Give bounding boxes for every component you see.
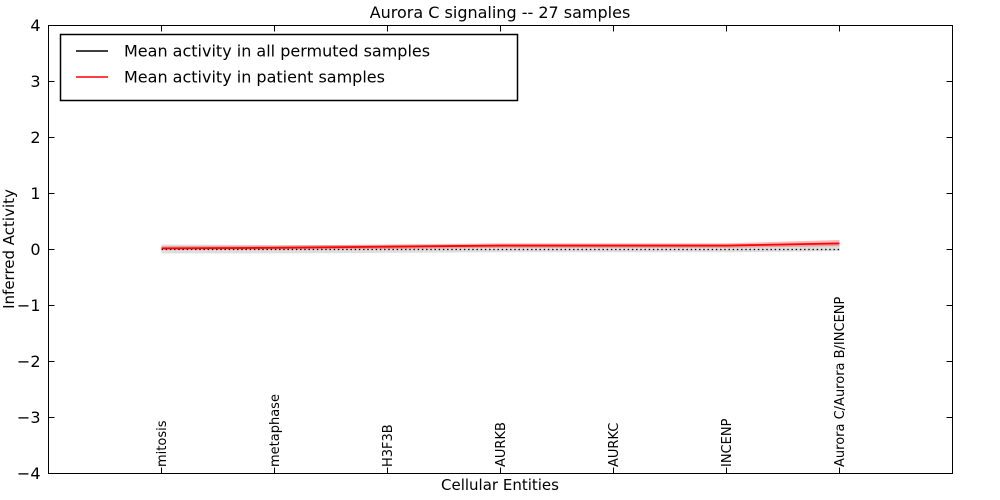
x-tick-label: Aurora C/Aurora B/INCENP [833,296,848,467]
legend-label-0: Mean activity in all permuted samples [124,42,430,61]
legend: Mean activity in all permuted samples Mea… [59,33,519,102]
y-tick-label: 4 [30,16,40,35]
y-tick-label: −4 [17,464,41,483]
x-tick-label: AURKC [607,423,622,467]
x-tick-label: INCENP [720,418,735,467]
y-axis-label: Inferred Activity [0,189,18,309]
legend-box [59,33,519,102]
y-tick-label: −1 [17,296,41,315]
chart-title: Aurora C signaling -- 27 samples [370,3,631,22]
y-tick-label: 2 [30,128,40,147]
x-tick-label: H3F3B [381,424,396,467]
legend-label-1: Mean activity in patient samples [124,68,385,87]
y-tick-label: 0 [30,240,40,259]
x-axis-label: Cellular Entities [441,476,559,494]
series-lines [161,242,840,251]
x-tick-label: mitosis [155,420,170,467]
y-tick-label: −3 [17,408,41,427]
y-tick-label: 1 [30,184,40,203]
series-bands [161,239,840,254]
y-axis-ticks: −4 −3 −2 −1 0 1 2 3 4 [17,16,953,483]
x-tick-label: AURKB [494,422,509,467]
y-tick-label: 3 [30,72,40,91]
y-tick-label: −2 [17,352,41,371]
x-axis-ticks: mitosis metaphase H3F3B AURKB AURKC INCENP Aur… [155,25,848,474]
x-tick-label: metaphase [268,394,283,467]
series-line-1 [161,242,840,250]
